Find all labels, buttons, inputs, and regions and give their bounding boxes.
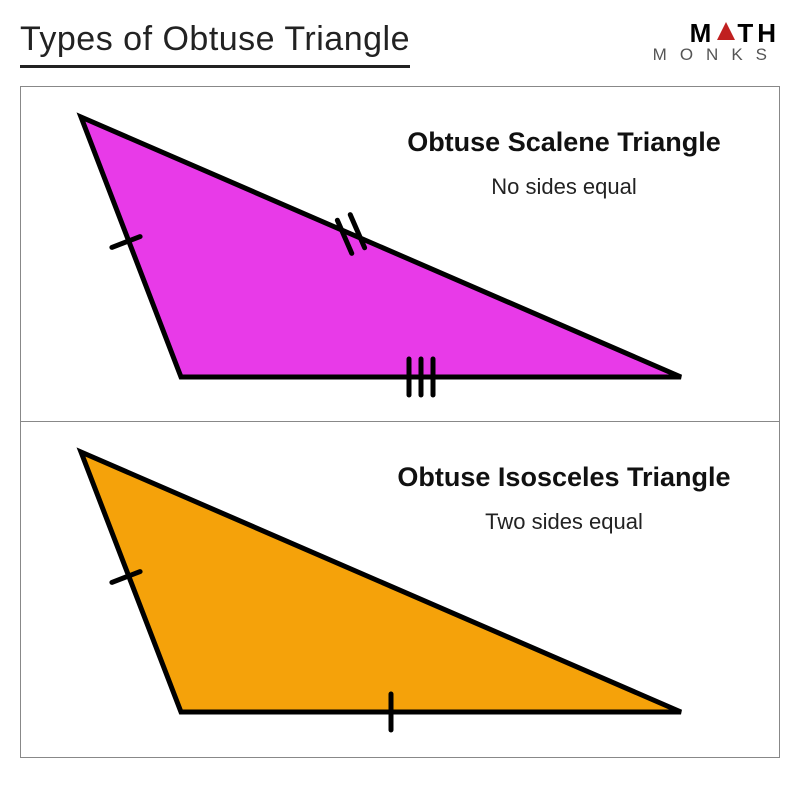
page-title: Types of Obtuse Triangle (20, 20, 410, 68)
logo-bottom-line: MONKS (653, 46, 780, 63)
scalene-subtitle: No sides equal (379, 174, 749, 200)
isosceles-title: Obtuse Isosceles Triangle (379, 462, 749, 493)
isosceles-subtitle: Two sides equal (379, 509, 749, 535)
logo-text-m: M (690, 18, 716, 48)
panel-isosceles: Obtuse Isosceles Triangle Two sides equa… (21, 422, 779, 757)
panels-container: Obtuse Scalene Triangle No sides equal O… (20, 86, 780, 758)
logo-top-line: M TH (649, 20, 780, 46)
panel-scalene: Obtuse Scalene Triangle No sides equal (21, 87, 779, 422)
panel-scalene-text: Obtuse Scalene Triangle No sides equal (379, 127, 749, 200)
panel-isosceles-text: Obtuse Isosceles Triangle Two sides equa… (379, 462, 749, 535)
header: Types of Obtuse Triangle M TH MONKS (20, 20, 780, 68)
brand-logo: M TH MONKS (649, 20, 780, 63)
logo-triangle-icon (717, 22, 735, 40)
logo-text-th: TH (737, 18, 780, 48)
scalene-title: Obtuse Scalene Triangle (379, 127, 749, 158)
